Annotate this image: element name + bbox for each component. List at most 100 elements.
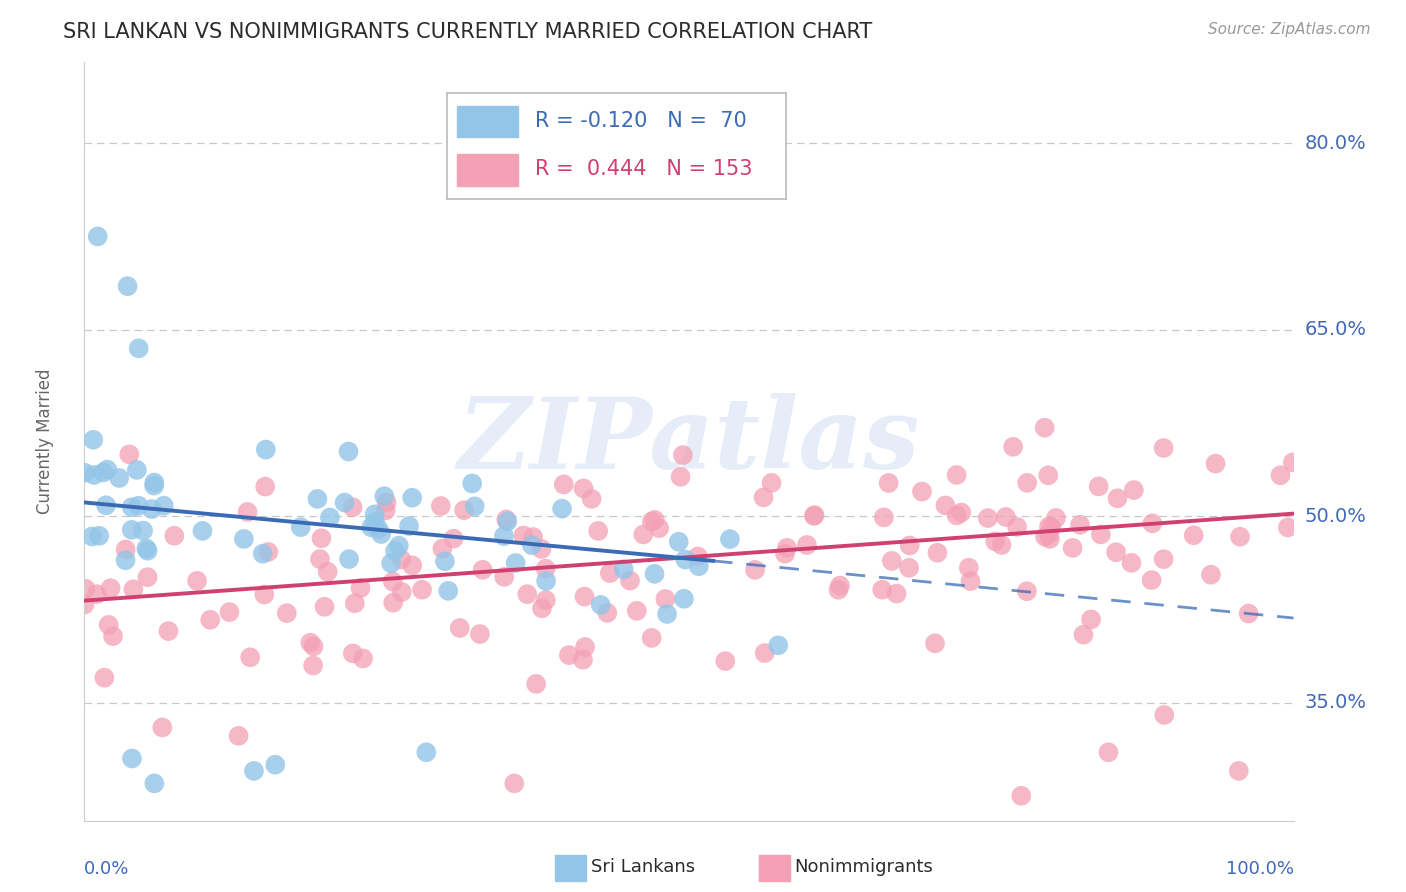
Point [668,534,690,549]
Point [1062,541,1084,555]
Point [86,229,108,244]
Point [924,636,946,650]
Point [82,433,104,447]
Point [100,581,122,595]
Point [91,466,114,480]
Text: 65.0%: 65.0% [1305,320,1367,339]
Point [768,638,790,652]
Point [75,582,97,596]
Point [437,583,460,598]
Point [1017,475,1039,490]
Point [1033,530,1056,544]
Point [471,563,494,577]
Point [503,776,526,790]
Text: 50.0%: 50.0% [1305,507,1367,525]
Point [1142,516,1164,531]
Point [370,527,392,541]
Point [1140,573,1163,587]
Point [343,596,366,610]
Point [581,491,603,506]
Point [754,646,776,660]
Point [599,566,621,581]
Point [534,562,557,576]
Point [596,606,619,620]
Point [673,552,696,566]
Point [1182,528,1205,542]
Point [89,529,111,543]
Point [828,578,851,592]
Point [128,341,150,355]
Point [432,541,454,556]
Point [880,554,903,568]
Text: Nonimmigrants: Nonimmigrants [794,858,934,876]
Point [232,532,254,546]
Point [672,448,695,462]
Point [640,631,662,645]
Point [117,279,139,293]
Point [1153,708,1175,723]
Point [316,565,339,579]
Point [186,574,208,588]
Point [254,442,277,457]
Point [492,529,515,543]
Point [877,475,900,490]
Point [1080,612,1102,626]
Point [381,574,404,589]
Point [401,558,423,573]
Point [337,444,360,458]
Point [200,613,222,627]
Point [411,582,433,597]
Point [254,480,277,494]
Point [803,508,825,523]
Point [1107,491,1129,506]
Point [97,618,120,632]
Point [264,757,287,772]
Point [302,658,325,673]
Point [644,566,666,581]
Point [1069,517,1091,532]
Point [1045,511,1067,525]
Point [994,510,1017,524]
Point [468,627,491,641]
Point [688,559,710,574]
Point [391,585,413,599]
Point [672,591,695,606]
Point [572,482,595,496]
Point [1087,479,1109,493]
Point [136,570,159,584]
Point [1002,440,1025,454]
Point [311,531,333,545]
Point [927,546,949,560]
Point [586,524,609,538]
Point [870,582,893,597]
Point [1281,455,1303,469]
Point [1039,532,1062,546]
Point [218,605,240,619]
Point [337,552,360,566]
Point [349,581,371,595]
Point [1073,628,1095,642]
Point [108,471,131,485]
Point [364,515,387,529]
Point [1038,519,1060,533]
Point [449,621,471,635]
Point [898,561,921,575]
Point [257,545,280,559]
Point [121,751,143,765]
Point [984,534,1007,549]
Point [141,502,163,516]
Point [744,563,766,577]
Point [114,553,136,567]
Point [558,648,581,662]
Point [1015,584,1038,599]
Point [401,491,423,505]
Point [302,640,325,654]
Point [114,542,136,557]
Point [626,604,648,618]
Point [530,541,553,556]
Point [136,543,159,558]
Point [669,470,692,484]
Point [977,511,1000,525]
Point [73,466,96,480]
Text: 0.0%: 0.0% [84,860,129,878]
